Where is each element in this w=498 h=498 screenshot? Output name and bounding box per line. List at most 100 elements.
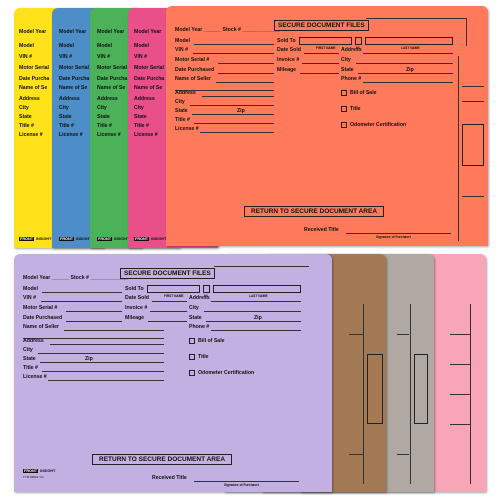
folder-orange-front: SECURE DOCUMENT FILES Model Year ______ … xyxy=(166,6,488,246)
label-invoice: Invoice # xyxy=(125,305,148,311)
title-checkbox[interactable] xyxy=(189,354,195,360)
label-vin: VIN # xyxy=(97,54,110,60)
label-address: Address xyxy=(19,96,40,102)
label-phone: Phone # xyxy=(341,76,362,82)
label-city: City xyxy=(134,105,144,111)
label-name-of-seller: Name of Se xyxy=(97,85,126,91)
label-address-right: Address xyxy=(189,295,210,301)
label-name-of-seller: Name of Se xyxy=(19,85,48,91)
label-model: Model xyxy=(23,286,38,292)
label-invoice: Invoice # xyxy=(277,57,300,63)
label-title: Title # xyxy=(19,123,34,129)
label-city-right: City xyxy=(189,305,199,311)
label-zip-right: Zip xyxy=(406,67,414,73)
odometer-checkbox[interactable] xyxy=(189,370,195,376)
label-state: State xyxy=(175,108,188,114)
label-date-sold: Date Sold xyxy=(125,295,149,301)
form-header: SECURE DOCUMENT FILES xyxy=(120,268,215,280)
label-model-year: Model Year ______ Stock # _____________ xyxy=(175,27,280,33)
label-address-right: Address xyxy=(341,47,362,53)
label-motor-serial: Motor Serial # xyxy=(175,57,210,63)
last-name-box[interactable] xyxy=(213,285,301,293)
label-received-title: Received Title xyxy=(304,227,339,233)
label-motor-serial: Motor Serial xyxy=(59,65,89,71)
signature-caption: Signature of Purchaser xyxy=(224,483,260,487)
bill-of-sale-checkbox[interactable] xyxy=(189,338,195,344)
label-model-year: Model Year xyxy=(19,29,47,35)
title-checkbox[interactable] xyxy=(341,106,347,112)
label-model: Model xyxy=(19,43,34,49)
label-mileage: Mileage xyxy=(125,315,145,321)
label-state: State xyxy=(19,114,32,120)
label-city: City xyxy=(59,105,69,111)
label-zip: Zip xyxy=(85,356,93,362)
label-model: Model xyxy=(59,43,74,49)
folder-lavender-front: SECURE DOCUMENT FILES Model Year ______ … xyxy=(14,254,332,492)
brand-logo: FRONT INSIGHT xyxy=(23,469,56,473)
label-model-year: Model Year xyxy=(59,29,87,35)
bill-of-sale-checkbox[interactable] xyxy=(341,90,347,96)
mi-box[interactable] xyxy=(203,285,210,293)
label-name-of-seller: Name of Se xyxy=(134,85,163,91)
label-sold-to: Sold To xyxy=(125,286,144,292)
label-license: License # xyxy=(97,132,121,138)
label-motor-serial: Motor Serial # xyxy=(23,305,58,311)
label-motor-serial: Motor Serial xyxy=(97,65,127,71)
first-name-box[interactable] xyxy=(147,285,200,293)
label-address: Address xyxy=(59,96,80,102)
label-state: State xyxy=(59,114,72,120)
brand-logo: FRONT INSIGHT xyxy=(19,237,52,241)
brand-logo: FRONT INSIGHT xyxy=(97,237,130,241)
label-bill-of-sale: Bill of Sale xyxy=(198,338,225,344)
odometer-checkbox[interactable] xyxy=(341,122,347,128)
label-license: License # xyxy=(134,132,158,138)
last-name-caption: LAST NAME xyxy=(401,46,420,50)
label-city: City xyxy=(23,347,33,353)
label-title: Title # xyxy=(59,123,74,129)
label-date-purchased: Date Purcha xyxy=(59,76,90,82)
label-date-purchased: Date Purchased xyxy=(23,315,63,321)
label-model-year: Model Year xyxy=(97,29,125,35)
label-title-no: Title # xyxy=(23,365,38,371)
label-date-sold: Date Sold xyxy=(277,47,301,53)
label-zip-right: Zip xyxy=(254,315,262,321)
label-state-right: State xyxy=(341,67,354,73)
label-city: City xyxy=(97,105,107,111)
label-name-of-seller: Name of Se xyxy=(59,85,88,91)
label-bill-of-sale: Bill of Sale xyxy=(350,90,377,96)
label-title: Title # xyxy=(134,123,149,129)
brand-logo: FRONT INSIGHT xyxy=(134,237,167,241)
last-name-caption: LAST NAME xyxy=(249,294,268,298)
first-name-box[interactable] xyxy=(299,37,352,45)
label-name-of-seller: Name of Seller xyxy=(23,324,60,330)
label-state: State xyxy=(23,356,36,362)
label-date-purchased: Date Purcha xyxy=(97,76,128,82)
form-header: SECURE DOCUMENT FILES xyxy=(274,20,369,32)
label-model: Model xyxy=(97,43,112,49)
brand-logo: FRONT INSIGHT xyxy=(59,237,92,241)
label-model-year: Model Year ______ Stock # _____________ xyxy=(23,275,128,281)
label-date-purchased: Date Purchased xyxy=(175,67,215,73)
label-phone: Phone # xyxy=(189,324,210,330)
label-city-right: City xyxy=(341,57,351,63)
label-state: State xyxy=(134,114,147,120)
label-vin: VIN # xyxy=(19,54,32,60)
label-model: Model xyxy=(175,38,190,44)
label-vin: VIN # xyxy=(59,54,72,60)
signature-caption: Signature of Purchaser xyxy=(376,235,412,239)
last-name-box[interactable] xyxy=(365,37,453,45)
label-vin: VIN # xyxy=(23,295,36,301)
label-zip: Zip xyxy=(237,108,245,114)
label-date-purchased: Date Purcha xyxy=(19,76,50,82)
label-received-title: Received Title xyxy=(152,475,187,481)
label-motor-serial: Motor Serial xyxy=(19,65,49,71)
label-city: City xyxy=(175,99,185,105)
first-name-caption: FIRST NAME xyxy=(316,46,336,50)
label-address: Address xyxy=(97,96,118,102)
label-title-no: Title # xyxy=(175,117,190,123)
label-odometer: Odometer Certification xyxy=(350,122,407,128)
return-to-secure-area: RETURN TO SECURE DOCUMENT AREA xyxy=(244,206,385,218)
mi-box[interactable] xyxy=(355,37,362,45)
label-license: License # xyxy=(59,132,83,138)
mi-caption: MI xyxy=(356,46,360,50)
